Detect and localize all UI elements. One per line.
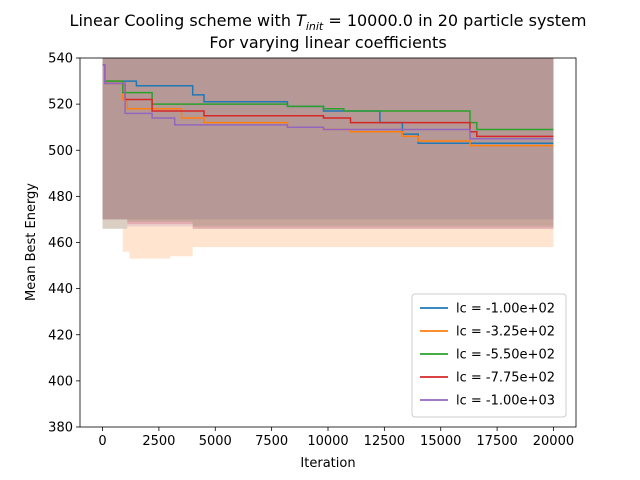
band-4 [102,58,554,229]
y-tick-label: 380 [48,421,73,436]
x-tick-label: 12500 [364,434,405,449]
y-tick-label: 460 [48,236,73,251]
chart-title-line1: Linear Cooling scheme with Tinit = 10000… [70,11,587,33]
band-3 [102,58,554,227]
legend-label-5: lc = -1.00e+03 [456,394,555,409]
chart-title-var: T [296,11,307,30]
band-2 [102,58,554,259]
series-line-5 [102,64,554,140]
x-tick-label: 7500 [255,434,288,449]
legend-label-4: lc = -7.75e+02 [456,371,555,386]
y-axis-label: Mean Best Energy [24,183,39,301]
x-tick-label: 0 [98,434,106,449]
y-tick-label: 440 [48,282,73,297]
y-tick-label: 540 [48,52,73,67]
chart-title-prefix: Linear Cooling scheme with [70,11,297,30]
y-tick-label: 480 [48,190,73,205]
legend-label-2: lc = -3.25e+02 [456,325,555,340]
x-tick-label: 5000 [199,434,232,449]
x-axis-label: Iteration [300,456,355,471]
x-tick-label: 17500 [476,434,517,449]
legend-box [411,293,567,418]
y-tick-label: 420 [48,328,73,343]
legend-label-3: lc = -5.50e+02 [456,348,555,363]
y-tick-label: 520 [48,98,73,113]
x-tick-label: 10000 [307,434,348,449]
plot-area: 0 2500 5000 7500 10000 12500 15000 17500 20000 38… [48,52,577,449]
chart-title-suffix: = 10000.0 in 20 particle system [323,11,586,30]
x-tick-label: 15000 [420,434,461,449]
band-5 [102,58,554,229]
y-tick-label: 400 [48,374,73,389]
x-tick-label: 20000 [533,434,574,449]
chart-title-line2: For varying linear coefficients [209,33,446,52]
x-tick-label: 2500 [142,434,175,449]
legend-label-1: lc = -1.00e+02 [456,302,555,317]
legend: lc = -1.00e+02 lc = -3.25e+02 lc = -5.50e+… [411,293,567,418]
plot-inner [102,58,554,259]
band-1 [102,58,554,229]
y-tick-label: 500 [48,144,73,159]
chart-title-sub: init [306,20,324,33]
